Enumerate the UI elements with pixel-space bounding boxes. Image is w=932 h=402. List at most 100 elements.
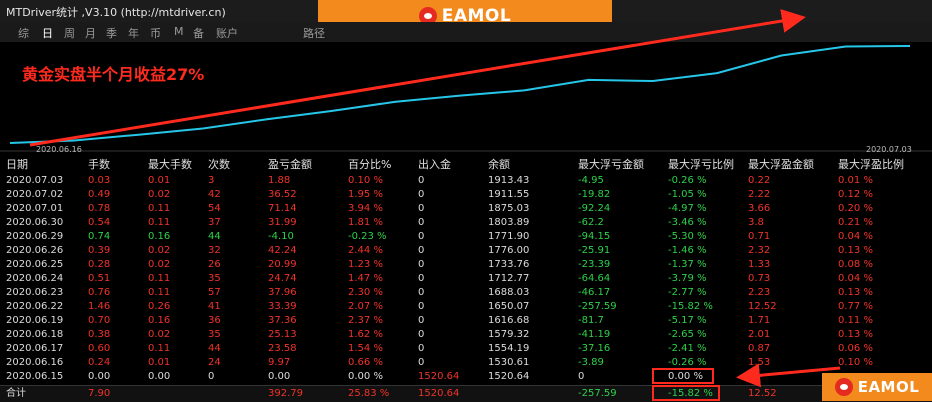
cell-max-float-loss-pct: 0.00 % — [668, 371, 703, 382]
col-header-max-lots[interactable]: 最大手数 — [148, 158, 192, 171]
cell-count: 41 — [208, 301, 221, 312]
cell-percent: 2.44 % — [348, 245, 383, 256]
tab-currency[interactable]: 币 — [150, 27, 161, 40]
cell-max-float-profit: 3.66 — [748, 203, 771, 214]
cell-date: 2020.07.02 — [6, 189, 64, 200]
col-header-lots[interactable]: 手数 — [88, 158, 110, 171]
tab-note[interactable]: 备 — [193, 27, 204, 40]
cell-date: 2020.06.30 — [6, 217, 64, 228]
tab-day[interactable]: 日 — [42, 27, 53, 40]
col-header-balance[interactable]: 余额 — [488, 158, 510, 171]
cell-count: 36 — [208, 315, 221, 326]
table-row[interactable]: 2020.06.25 0.28 0.02 26 20.99 1.23 % 0 1733.76 -… — [0, 258, 932, 272]
app-title: MTDriver统计 ,V3.10 (http://mtdriver.cn) — [6, 6, 226, 19]
tab-month[interactable]: 月 — [85, 27, 96, 40]
tab-year[interactable]: 年 — [128, 27, 139, 40]
cell-max-lots: 0.01 — [148, 357, 171, 368]
cell-max-float-loss-pct: -15.82 % — [668, 301, 713, 312]
cell-balance: 1530.61 — [488, 357, 530, 368]
cell-max-lots: 0.16 — [148, 315, 171, 326]
cell-pnl: 36.52 — [268, 189, 297, 200]
tab-quarter[interactable]: 季 — [106, 27, 117, 40]
cell-deposit: 0 — [418, 315, 425, 326]
col-header-max-float-profit[interactable]: 最大浮盈金额 — [748, 158, 814, 171]
cell-pnl: 71.14 — [268, 203, 297, 214]
cell-date: 2020.07.01 — [6, 203, 64, 214]
cell-deposit: 0 — [418, 301, 425, 312]
col-header-percent[interactable]: 百分比% — [348, 158, 392, 171]
table-row[interactable]: 2020.06.30 0.54 0.11 37 31.99 1.81 % 0 1803.89 -… — [0, 216, 932, 230]
table-row[interactable]: 2020.06.23 0.76 0.11 57 37.96 2.30 % 0 1688.03 -… — [0, 286, 932, 300]
cell-max-lots: 0.26 — [148, 301, 171, 312]
col-header-max-float-loss-pct[interactable]: 最大浮亏比例 — [668, 158, 734, 171]
tab-account[interactable]: 账户 — [216, 27, 238, 40]
cell-max-float-profit-pct: 0.11 % — [838, 315, 873, 326]
cell-max-float-profit: 1.33 — [748, 259, 771, 270]
total-lots: 7.90 — [88, 388, 111, 399]
table-row[interactable]: 2020.06.16 0.24 0.01 24 9.97 0.66 % 0 1530.61 -3… — [0, 356, 932, 370]
table-row[interactable]: 2020.06.19 0.70 0.16 36 37.36 2.37 % 0 1616.68 -… — [0, 314, 932, 328]
cell-lots: 0.78 — [88, 203, 111, 214]
table-row[interactable]: 2020.07.03 0.03 0.01 3 1.88 0.10 % 0 1913.43 -4.… — [0, 174, 932, 188]
table-row[interactable]: 2020.06.15 0.00 0.00 0 0.00 0.00 % 1520.64 1520… — [0, 370, 932, 384]
highlight-box-zero — [652, 368, 714, 384]
cell-balance: 1579.32 — [488, 329, 530, 340]
path-button[interactable]: 路径 — [303, 27, 325, 40]
cell-max-float-loss-pct: -3.79 % — [668, 273, 707, 284]
cell-max-float-loss: -3.89 — [578, 357, 604, 368]
cell-pnl: 42.24 — [268, 245, 297, 256]
cell-max-lots: 0.02 — [148, 329, 171, 340]
tab-m[interactable]: M — [174, 25, 184, 38]
cell-pnl: 33.39 — [268, 301, 297, 312]
cell-max-float-profit-pct: 0.04 % — [838, 273, 873, 284]
col-header-pnl[interactable]: 盈亏金额 — [268, 158, 312, 171]
cell-deposit: 0 — [418, 287, 425, 298]
cell-max-float-loss: -23.39 — [578, 259, 611, 270]
cell-deposit: 0 — [418, 231, 425, 242]
cell-max-float-profit: 2.32 — [748, 245, 771, 256]
col-header-max-float-profit-pct[interactable]: 最大浮盈比例 — [838, 158, 904, 171]
total-max-float-loss: -257.59 — [578, 388, 617, 399]
cell-date: 2020.06.15 — [6, 371, 64, 382]
table-row[interactable]: 2020.06.24 0.51 0.11 35 24.74 1.47 % 0 1712.77 -… — [0, 272, 932, 286]
table-row[interactable]: 2020.06.29 0.74 0.16 44 -4.10 -0.23 % 0 1771.90… — [0, 230, 932, 244]
table-row[interactable]: 2020.07.01 0.78 0.11 54 71.14 3.94 % 0 1875.03 -… — [0, 202, 932, 216]
cell-count: 3 — [208, 175, 215, 186]
col-header-max-float-loss[interactable]: 最大浮亏金额 — [578, 158, 644, 171]
cell-percent: 2.07 % — [348, 301, 383, 312]
cell-max-float-loss: -4.95 — [578, 175, 604, 186]
cell-lots: 0.54 — [88, 217, 111, 228]
cell-pnl: 23.58 — [268, 343, 297, 354]
cell-lots: 0.60 — [88, 343, 111, 354]
cell-max-float-loss-pct: -2.41 % — [668, 343, 707, 354]
cell-percent: 0.10 % — [348, 175, 383, 186]
cell-deposit: 0 — [418, 343, 425, 354]
cell-deposit: 0 — [418, 273, 425, 284]
total-max-float-loss-pct: -15.82 % — [668, 388, 713, 399]
tab-summary[interactable]: 综 — [18, 27, 29, 40]
equity-chart: 2020.06.16 2020.07.03 — [0, 45, 932, 154]
table-row[interactable]: 2020.06.18 0.38 0.02 35 25.13 1.62 % 0 1579.32 -… — [0, 328, 932, 342]
cell-balance: 1733.76 — [488, 259, 530, 270]
col-header-date[interactable]: 日期 — [6, 158, 28, 171]
table-row[interactable]: 2020.06.26 0.39 0.02 32 42.24 2.44 % 0 1776.00 -… — [0, 244, 932, 258]
cell-max-lots: 0.11 — [148, 287, 171, 298]
table-row[interactable]: 2020.07.02 0.49 0.02 42 36.52 1.95 % 0 1911.55 -… — [0, 188, 932, 202]
col-header-count[interactable]: 次数 — [208, 158, 230, 171]
cell-date: 2020.06.23 — [6, 287, 64, 298]
cell-max-float-profit-pct: 0.21 % — [838, 217, 873, 228]
cell-max-float-loss: -46.17 — [578, 287, 611, 298]
cell-balance: 1913.43 — [488, 175, 530, 186]
eamol-logo-icon — [834, 378, 853, 396]
cell-max-float-profit-pct: 0.20 % — [838, 203, 873, 214]
col-header-deposit[interactable]: 出入金 — [418, 158, 451, 171]
cell-max-lots: 0.11 — [148, 217, 171, 228]
table-row[interactable]: 2020.06.22 1.46 0.26 41 33.39 2.07 % 0 1650.07 -… — [0, 300, 932, 314]
tab-week[interactable]: 周 — [64, 27, 75, 40]
cell-date: 2020.06.17 — [6, 343, 64, 354]
table-row[interactable]: 2020.06.17 0.60 0.11 44 23.58 1.54 % 0 1554.19 -… — [0, 342, 932, 356]
profit-caption: 黄金实盘半个月收益27% — [22, 65, 205, 84]
cell-date: 2020.06.24 — [6, 273, 64, 284]
total-deposit: 1520.64 — [418, 388, 460, 399]
period-tab-bar: 综 日 周 月 季 年 币 M 备 账户 路径 — [0, 22, 932, 43]
